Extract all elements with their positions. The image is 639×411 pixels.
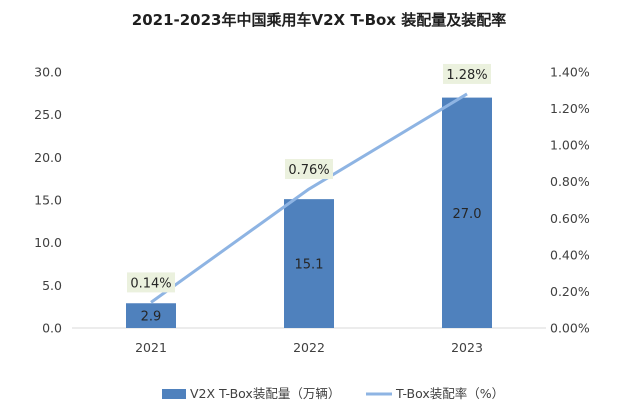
right-axis-tick-label: 1.40% [550, 65, 590, 80]
right-axis-tick-label: 0.00% [550, 321, 590, 336]
legend-line-label: T-Box装配率（%） [395, 386, 504, 401]
right-axis-tick-label: 0.80% [550, 174, 590, 189]
rate-label-box [127, 272, 175, 293]
x-axis-category-label: 2023 [451, 340, 483, 355]
x-axis-category-label: 2021 [135, 340, 167, 355]
rate-data-label: 1.28% [446, 68, 487, 83]
rate-line [150, 92, 468, 304]
left-axis: 0.0 5.0 10.0 15.0 20.0 25.0 30.0 [34, 65, 62, 336]
left-axis-tick-label: 25.0 [34, 107, 62, 122]
bar [442, 97, 492, 328]
legend-bar-swatch [162, 389, 186, 399]
x-axis-category-label: 2022 [293, 340, 325, 355]
right-axis-tick-label: 1.00% [550, 138, 590, 153]
legend-bar-label: V2X T-Box装配量（万辆） [190, 386, 340, 401]
legend: V2X T-Box装配量（万辆） T-Box装配率（%） [162, 386, 504, 401]
right-axis: 0.00% 0.20% 0.40% 0.60% 0.80% 1.00% 1.20% 1.40% [550, 65, 590, 336]
left-axis-tick-label: 30.0 [34, 65, 62, 80]
bar [284, 199, 334, 328]
rate-label-box [285, 159, 333, 180]
bar-series: 2.9 15.1 27.0 [126, 97, 492, 328]
chart-title: 2021-2023年中国乘用车V2X T-Box 装配量及装配率 [132, 11, 506, 29]
left-axis-tick-label: 5.0 [42, 278, 62, 293]
right-axis-tick-label: 0.60% [550, 211, 590, 226]
left-axis-tick-label: 0.0 [42, 321, 62, 336]
rate-data-label: 0.14% [130, 276, 171, 291]
bar-data-label: 15.1 [295, 258, 324, 273]
rate-data-label: 0.76% [288, 163, 329, 178]
x-axis: 2021 2022 2023 [135, 340, 483, 355]
left-axis-tick-label: 20.0 [34, 150, 62, 165]
right-axis-tick-label: 0.20% [550, 284, 590, 299]
right-axis-tick-label: 0.40% [550, 247, 590, 262]
right-axis-tick-label: 1.20% [550, 101, 590, 116]
rate-label-box [443, 63, 491, 84]
bar [126, 303, 176, 328]
left-axis-tick-label: 15.0 [34, 193, 62, 208]
bar-data-label: 2.9 [141, 310, 162, 325]
left-axis-tick-label: 10.0 [34, 235, 62, 250]
bar-data-label: 27.0 [453, 207, 482, 222]
line-series: 0.14% 0.76% 1.28% [127, 63, 491, 304]
